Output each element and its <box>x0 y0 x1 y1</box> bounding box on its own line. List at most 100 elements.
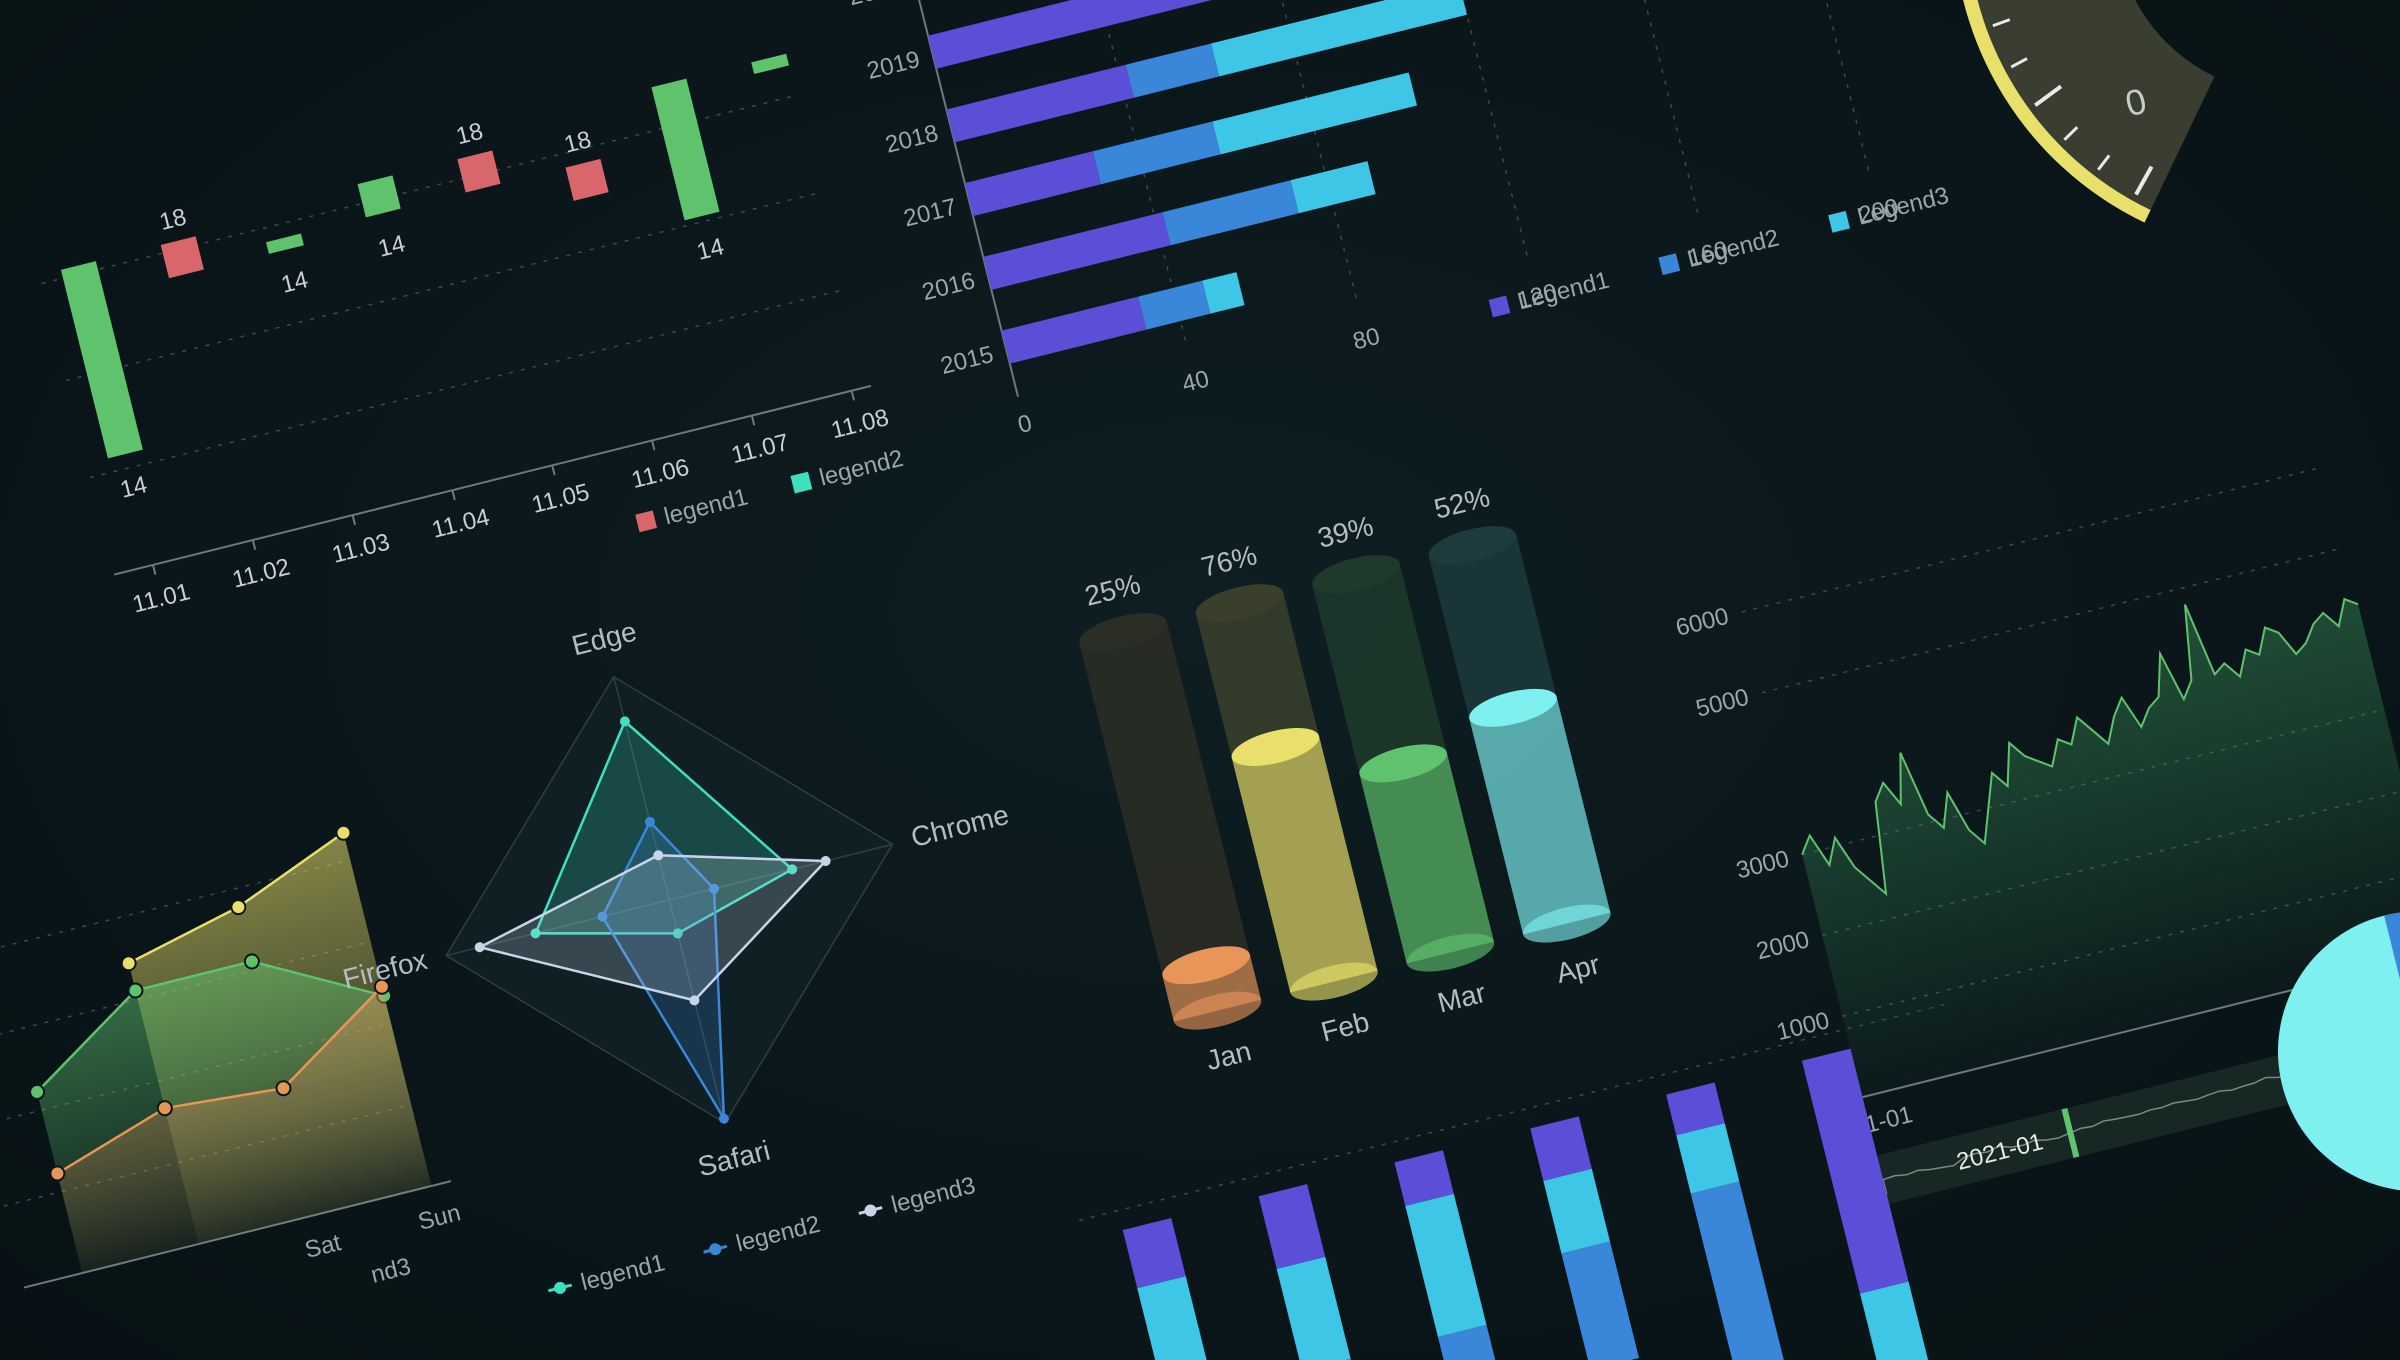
radar-point-legend2 <box>644 816 655 827</box>
x-axis-line <box>113 384 872 576</box>
waterfall-data-label: 18 <box>157 203 189 236</box>
stacked-hbar-chart: 04080120160200201520162017201820192020Le… <box>846 0 1952 439</box>
area-fill-orange <box>57 986 432 1274</box>
stacked-bar-blue-4 <box>1690 1181 1791 1360</box>
hbar-Legend3-2018 <box>1211 0 1467 77</box>
gridline <box>89 288 848 479</box>
pie-slice-teal <box>2277 911 2400 1192</box>
y-tick-label-2019: 2019 <box>864 46 922 85</box>
stacked-bar-purple-2 <box>1394 1150 1454 1206</box>
x-tick-label-11.07: 11.07 <box>729 429 792 469</box>
gauge-tick <box>2134 165 2154 196</box>
area-point-yellow <box>230 899 247 916</box>
radar-spoke <box>669 843 893 901</box>
radar-axis-label-Chrome: Chrome <box>908 799 1012 853</box>
x-tick-label-11.01: 11.01 <box>130 578 193 618</box>
cylinder-category-label-Apr: Apr <box>1553 948 1603 989</box>
bottom-stacked-chart <box>1078 1001 1953 1360</box>
legend-swatch-legend1 <box>635 510 658 533</box>
legend-label-legend1: legend1 <box>578 1249 667 1296</box>
cylinder-level-Jan <box>1162 946 1250 985</box>
legend-swatch-Legend2 <box>1658 253 1681 276</box>
timeseries-area <box>1802 599 2400 1098</box>
stacked-bar-cyan-5 <box>1860 1281 1931 1360</box>
data-zoom-handle[interactable] <box>2061 1107 2080 1158</box>
radar-spoke <box>613 676 671 901</box>
waterfall-data-label: 18 <box>561 126 593 159</box>
legend-label-partial: nd3 <box>368 1253 413 1289</box>
radar-axis-label-Safari: Safari <box>695 1135 773 1183</box>
stacked-bar-purple-5 <box>1801 1048 1909 1294</box>
waterfall-data-label: 14 <box>278 266 310 299</box>
area-point-green <box>29 1083 46 1100</box>
gauge-yellow-band <box>1953 0 2213 223</box>
cylinder-cap-Mar <box>1312 555 1400 594</box>
cylinder-fill-Apr <box>1469 696 1611 935</box>
hbar-Legend2-2015 <box>1138 280 1211 330</box>
stacked-bar-cyan-4 <box>1676 1123 1740 1194</box>
hbar-Legend2-2017 <box>1092 121 1221 185</box>
y-tick-label-2016: 2016 <box>919 267 977 306</box>
legend-line-legend3 <box>858 1206 883 1215</box>
area-point-green <box>127 982 144 999</box>
waterfall-bar-11.02 <box>160 236 204 279</box>
cylinder-base-Jan <box>1173 991 1262 1030</box>
hbar-Legend1-2016 <box>983 212 1171 290</box>
cylinder-cap-Apr <box>1428 526 1517 565</box>
y-tick-label-3000: 3000 <box>1734 845 1792 884</box>
gauge-tick <box>1992 18 2011 28</box>
gauge-face <box>1965 0 2334 212</box>
radar-point-legend3 <box>689 995 700 1006</box>
waterfall-bar-11.03 <box>266 233 304 254</box>
hbar-Legend1-2019 <box>928 0 1227 69</box>
gridline <box>1761 546 2345 694</box>
cylinder-value-label-Apr: 52% <box>1431 481 1493 525</box>
cylinder-level-Mar <box>1359 744 1448 783</box>
radar-chart: EdgeChromeSafariFirefoxlegend1legend2leg… <box>340 615 1012 1296</box>
gauge-tick <box>2033 84 2063 107</box>
cylinder-base-Feb <box>1290 962 1378 1001</box>
y-tick-label-2017: 2017 <box>901 193 959 232</box>
hbar-Legend2-2016 <box>1162 180 1299 246</box>
stacked-bar-blue-2 <box>1437 1324 1505 1360</box>
waterfall-bar-11.08 <box>751 53 790 75</box>
cylinder-base-Apr <box>1522 904 1611 943</box>
legend-label-legend1: legend1 <box>661 483 750 530</box>
x-tick <box>850 390 856 401</box>
radar-point-legend3 <box>820 855 831 866</box>
cylinder-chart: 25% Jan 76% Feb 39% Mar 52% Apr <box>1079 481 1611 1076</box>
cylinder-value-label-Mar: 39% <box>1315 510 1377 554</box>
stacked-bar-cyan-0 <box>1137 1276 1208 1360</box>
x-tick-label-11.03: 11.03 <box>329 528 392 568</box>
y-tick-label-2018: 2018 <box>883 120 941 159</box>
x-tick-label-Sat: Sat <box>302 1229 344 1264</box>
waterfall-data-label: 18 <box>453 118 485 151</box>
cylinder-fill-Mar <box>1359 752 1495 964</box>
y-tick-label-2020: 2020 <box>846 0 904 11</box>
cylinder-body-Jan <box>1079 621 1262 1022</box>
x-tick-label-11.08: 11.08 <box>828 404 891 444</box>
legend-label-legend2: legend2 <box>733 1211 822 1258</box>
x-tick-label-0: 0 <box>1015 410 1034 439</box>
area-line-orange <box>56 985 383 1175</box>
hbar-Legend2-2018 <box>1125 43 1220 98</box>
legend-label-legend3: legend3 <box>889 1172 978 1219</box>
timeseries-line <box>1801 597 2359 897</box>
area-point-green <box>243 953 260 970</box>
legend-line-legend1 <box>548 1283 573 1293</box>
legend-label-Legend2: Legend2 <box>1685 224 1782 273</box>
stacked-bar-purple-3 <box>1530 1116 1592 1181</box>
stacked-bar-blue-3 <box>1561 1241 1640 1360</box>
cylinder-cap-Feb <box>1195 584 1284 623</box>
area-line-green <box>36 960 385 1093</box>
radar-point-legend2 <box>718 1113 729 1124</box>
x-tick <box>251 539 257 550</box>
gridline <box>1539 0 1700 217</box>
area-point-orange <box>156 1100 173 1117</box>
pie-fragment <box>2277 911 2400 1192</box>
cylinder-category-label-Mar: Mar <box>1434 977 1488 1019</box>
waterfall-bar-11.04 <box>357 175 401 218</box>
